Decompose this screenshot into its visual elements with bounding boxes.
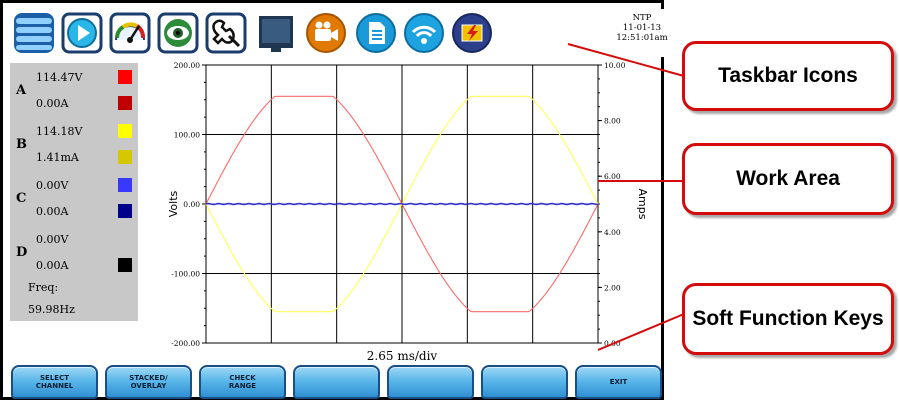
monitor-icon[interactable] — [255, 12, 297, 54]
wireless-icon[interactable] — [403, 12, 445, 54]
channel-c-amp-swatch[interactable] — [118, 204, 132, 218]
y-tick-label: 200.00 — [174, 61, 200, 70]
channel-c-volts: 0.00V — [36, 179, 69, 192]
alarm-icon[interactable] — [451, 12, 493, 54]
channel-d-label: D — [16, 245, 28, 260]
y2-tick-label: 2.00 — [604, 283, 621, 292]
softkey-exit[interactable]: EXIT — [575, 365, 662, 399]
y-tick-label: -100.00 — [171, 270, 200, 279]
softkey-blank-6[interactable] — [481, 365, 568, 399]
freq-value: 59.98Hz — [28, 303, 75, 316]
y-tick-label: 0.00 — [183, 200, 200, 209]
channel-a-volts: 114.47V — [36, 71, 83, 84]
document-icon[interactable] — [355, 12, 397, 54]
channel-c-volt-swatch[interactable] — [118, 178, 132, 192]
ntp-label: NTP — [632, 13, 652, 23]
waveform-work-area[interactable]: 200.00 100.00 0.00 -100.00 -200.00 10.00 8.00 6… — [141, 61, 663, 367]
softkey-stacked-overlay[interactable]: STACKED/ OVERLAY — [105, 365, 192, 399]
channel-a-amp-swatch[interactable] — [118, 96, 132, 110]
channel-b-label: B — [16, 137, 27, 152]
timebase-label: 2.65 ms/div — [367, 349, 438, 363]
waveform-chart[interactable]: 200.00 100.00 0.00 -100.00 -200.00 10.00 8.00 6… — [141, 61, 663, 367]
y2-axis-title: Amps — [636, 189, 649, 220]
softkey-blank-4[interactable] — [293, 365, 380, 399]
channel-b-volts: 114.18V — [36, 125, 83, 138]
channel-d-volts: 0.00V — [36, 233, 69, 246]
freq-label: Freq: — [28, 281, 59, 294]
device-screen: NTP 11-01-13 12:51:01am A 114.47V 0.00A … — [0, 0, 668, 400]
ntp-time: 12:51:01am — [616, 33, 668, 43]
callout-soft-function-keys: Soft Function Keys — [682, 283, 894, 355]
y2-tick-label: 8.00 — [604, 117, 621, 126]
channel-b-amp-swatch[interactable] — [118, 150, 132, 164]
camera-icon[interactable] — [305, 12, 347, 54]
waveform-channel-c — [205, 202, 598, 206]
channel-d-amps: 0.00A — [36, 259, 69, 272]
channel-b-amps: 1.41mA — [36, 151, 79, 164]
y-tick-label: -200.00 — [171, 339, 200, 348]
play-icon[interactable] — [61, 12, 103, 54]
softkey-check-range[interactable]: CHECK RANGE — [199, 365, 286, 399]
menu-icon[interactable] — [13, 12, 55, 54]
meter-icon[interactable] — [109, 12, 151, 54]
channel-c-amps: 0.00A — [36, 205, 69, 218]
soft-function-keys: SELECT CHANNEL STACKED/ OVERLAY CHECK RA… — [9, 365, 664, 399]
softkey-select-channel[interactable]: SELECT CHANNEL — [11, 365, 98, 399]
channel-a-amps: 0.00A — [36, 97, 69, 110]
y2-tick-label: 10.00 — [604, 61, 626, 70]
channel-readout-panel: A 114.47V 0.00A B 114.18V 1.41mA C 0.00V… — [10, 63, 138, 321]
channel-c-label: C — [16, 191, 27, 206]
y2-tick-label: 4.00 — [604, 228, 621, 237]
wrench-icon[interactable] — [205, 12, 247, 54]
callout-taskbar-icons: Taskbar Icons — [682, 41, 894, 111]
y-axis-title: Volts — [167, 190, 180, 217]
ntp-date: 11-01-13 — [622, 23, 662, 33]
callout-work-area: Work Area — [682, 143, 894, 215]
channel-a-volt-swatch[interactable] — [118, 70, 132, 84]
taskbar: NTP 11-01-13 12:51:01am — [9, 9, 668, 57]
eye-icon[interactable] — [157, 12, 199, 54]
softkey-blank-5[interactable] — [387, 365, 474, 399]
ntp-clock: NTP 11-01-13 12:51:01am — [613, 13, 671, 43]
channel-b-volt-swatch[interactable] — [118, 124, 132, 138]
channel-a-label: A — [16, 83, 27, 98]
y-tick-label: 100.00 — [174, 131, 200, 140]
channel-d-amp-swatch[interactable] — [118, 258, 132, 272]
y2-tick-label: 6.00 — [604, 172, 621, 181]
